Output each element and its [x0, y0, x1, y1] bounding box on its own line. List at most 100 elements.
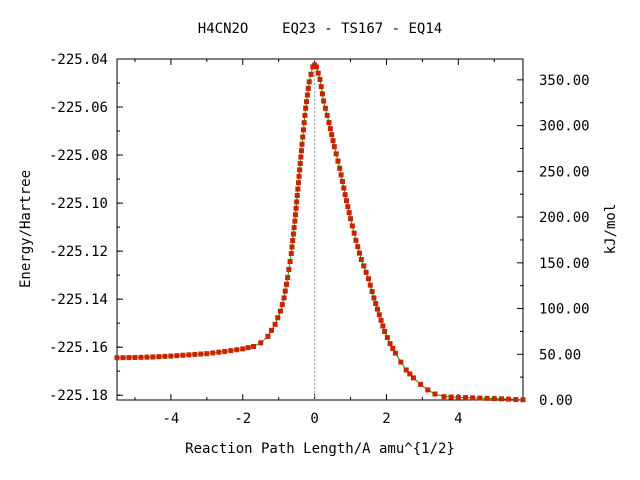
- data-point: [295, 180, 301, 186]
- data-point: [150, 354, 156, 360]
- data-point: [335, 158, 341, 164]
- data-point: [477, 395, 483, 401]
- data-point: [162, 353, 168, 359]
- data-point: [281, 295, 287, 301]
- data-point: [455, 394, 461, 400]
- y-tick-label: -225.08: [49, 148, 108, 164]
- y2-axis-label: kJ/mol: [603, 204, 619, 255]
- data-point: [380, 323, 386, 329]
- y2-tick-label: 200.00: [539, 210, 590, 226]
- data-point: [305, 85, 311, 91]
- data-point: [339, 178, 345, 184]
- data-point: [287, 259, 293, 265]
- x-axis-label: Reaction Path Length/A amu^{1/2}: [185, 441, 455, 457]
- data-point: [269, 327, 274, 333]
- data-point: [329, 132, 335, 138]
- data-point: [318, 84, 324, 90]
- y-tick-label: -225.12: [49, 244, 108, 260]
- y2-tick-label: 250.00: [539, 164, 590, 180]
- data-point: [304, 99, 310, 105]
- data-point: [138, 354, 144, 360]
- data-point: [341, 185, 347, 191]
- data-point: [425, 387, 431, 393]
- data-point: [392, 350, 398, 356]
- data-point: [498, 396, 504, 402]
- data-point: [277, 308, 283, 314]
- data-point: [275, 315, 281, 321]
- data-point: [358, 257, 364, 263]
- data-point: [373, 301, 379, 307]
- y2-tick-label: 0.00: [539, 393, 573, 409]
- data-point: [484, 395, 490, 401]
- data-point: [363, 269, 369, 275]
- data-point: [410, 375, 416, 381]
- data-point: [304, 92, 310, 98]
- y-tick-label: -225.16: [49, 340, 108, 356]
- data-point: [132, 355, 138, 360]
- data-point: [384, 335, 390, 341]
- data-point: [294, 192, 300, 198]
- data-point: [300, 134, 306, 140]
- data-point: [186, 352, 192, 358]
- data-point: [168, 353, 174, 359]
- data-point: [234, 347, 240, 353]
- data-point: [398, 359, 404, 365]
- data-point: [290, 238, 296, 244]
- y-tick-label: -225.04: [49, 52, 108, 68]
- data-point: [345, 204, 351, 210]
- data-point: [282, 288, 288, 294]
- data-point: [296, 173, 302, 179]
- y2-tick-label: 300.00: [539, 119, 590, 135]
- data-point: [301, 120, 307, 126]
- data-point: [327, 126, 333, 132]
- data-point: [353, 237, 359, 243]
- data-point: [295, 186, 301, 192]
- data-point: [174, 353, 180, 359]
- data-point: [506, 396, 512, 402]
- data-point: [331, 144, 337, 150]
- chart-title: H4CN2O EQ23 - TS167 - EQ14: [198, 21, 442, 37]
- data-point: [333, 151, 339, 157]
- data-point: [293, 205, 299, 211]
- data-point: [180, 352, 186, 358]
- data-point: [251, 343, 257, 349]
- y-tick-label: -225.10: [49, 196, 108, 212]
- data-point: [216, 349, 222, 355]
- data-point: [297, 167, 303, 173]
- data-point: [463, 395, 469, 401]
- data-point: [204, 351, 210, 357]
- y-tick-label: -225.18: [49, 388, 108, 404]
- data-point: [313, 64, 319, 70]
- data-point: [367, 282, 373, 288]
- data-point: [308, 71, 314, 77]
- data-point: [317, 76, 323, 82]
- data-point: [303, 105, 309, 111]
- data-point: [192, 351, 198, 357]
- y2-tick-label: 50.00: [539, 347, 581, 363]
- data-point: [337, 165, 343, 171]
- data-point: [371, 295, 377, 301]
- data-point: [315, 70, 321, 76]
- data-point: [285, 275, 291, 281]
- data-point: [286, 267, 292, 273]
- data-point: [120, 355, 126, 361]
- data-point: [348, 216, 354, 222]
- data-point: [222, 348, 228, 354]
- data-point: [491, 396, 497, 402]
- data-point: [298, 148, 304, 154]
- data-point: [245, 345, 251, 351]
- data-point: [306, 79, 312, 85]
- x-tick-label: -4: [162, 411, 179, 427]
- data-point: [351, 230, 357, 236]
- data-point: [357, 250, 363, 256]
- data-point: [355, 244, 361, 250]
- y-tick-label: -225.14: [49, 292, 108, 308]
- data-point: [210, 350, 216, 356]
- y2-tick-label: 350.00: [539, 73, 590, 89]
- data-point: [321, 98, 327, 104]
- data-point: [319, 91, 325, 97]
- y-tick-label: -225.06: [49, 100, 108, 116]
- data-point: [374, 306, 380, 312]
- data-point: [378, 317, 384, 323]
